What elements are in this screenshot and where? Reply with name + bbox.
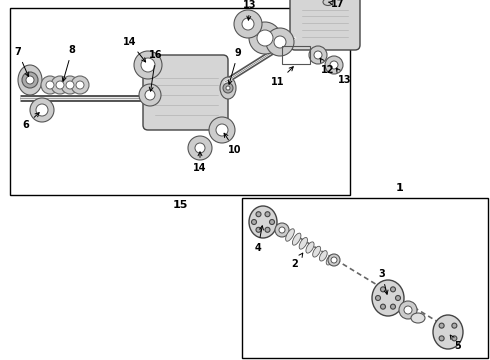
FancyBboxPatch shape (143, 55, 228, 130)
Ellipse shape (249, 206, 277, 238)
Circle shape (391, 287, 395, 292)
Circle shape (71, 76, 89, 94)
Circle shape (330, 61, 338, 69)
Text: 1: 1 (396, 183, 404, 193)
Text: 10: 10 (224, 133, 242, 155)
Text: 7: 7 (15, 47, 29, 76)
Ellipse shape (323, 0, 333, 5)
Circle shape (256, 227, 261, 232)
Circle shape (26, 76, 34, 84)
Text: 3: 3 (379, 269, 388, 294)
Circle shape (274, 36, 286, 48)
Text: 13: 13 (243, 0, 257, 20)
Circle shape (36, 104, 48, 116)
Circle shape (452, 336, 457, 341)
Bar (282, 46, 310, 64)
Circle shape (452, 323, 457, 328)
Circle shape (61, 76, 79, 94)
Circle shape (209, 117, 235, 143)
Ellipse shape (299, 238, 308, 249)
Circle shape (30, 98, 54, 122)
Circle shape (270, 220, 274, 225)
Circle shape (251, 220, 256, 225)
Ellipse shape (313, 246, 320, 257)
Circle shape (266, 28, 294, 56)
Text: 9: 9 (228, 48, 242, 84)
Circle shape (223, 83, 233, 93)
Text: 13: 13 (336, 68, 352, 85)
Circle shape (76, 81, 84, 89)
Circle shape (404, 306, 412, 314)
Circle shape (257, 30, 273, 46)
Text: 14: 14 (123, 37, 146, 62)
Circle shape (141, 58, 155, 72)
Circle shape (391, 304, 395, 309)
Text: 17: 17 (328, 0, 345, 9)
Ellipse shape (220, 77, 236, 99)
Circle shape (325, 56, 343, 74)
Circle shape (331, 257, 337, 263)
Ellipse shape (306, 242, 314, 253)
Circle shape (46, 81, 54, 89)
Circle shape (56, 81, 64, 89)
Circle shape (375, 296, 381, 301)
Text: 11: 11 (271, 67, 294, 87)
Circle shape (234, 10, 262, 38)
Circle shape (279, 227, 285, 233)
Text: 14: 14 (193, 152, 207, 173)
Circle shape (226, 86, 230, 90)
Text: 8: 8 (62, 45, 75, 81)
Circle shape (216, 124, 228, 136)
Circle shape (41, 76, 59, 94)
Ellipse shape (286, 229, 294, 241)
Circle shape (256, 212, 261, 217)
Circle shape (275, 223, 289, 237)
Bar (10, 8, 350, 195)
Circle shape (439, 323, 444, 328)
Text: 16: 16 (149, 50, 163, 91)
Circle shape (195, 143, 205, 153)
Circle shape (242, 18, 254, 30)
Circle shape (314, 51, 322, 59)
Circle shape (139, 84, 161, 106)
Bar (242, 198, 488, 358)
Circle shape (265, 227, 270, 232)
Ellipse shape (18, 65, 42, 95)
Text: 12: 12 (320, 58, 335, 75)
Circle shape (145, 90, 155, 100)
Ellipse shape (433, 315, 463, 349)
Circle shape (66, 81, 74, 89)
Text: 6: 6 (23, 113, 39, 130)
Text: 5: 5 (450, 335, 462, 351)
Text: 2: 2 (292, 253, 303, 269)
Circle shape (134, 51, 162, 79)
Circle shape (265, 212, 270, 217)
Circle shape (309, 46, 327, 64)
Circle shape (51, 76, 69, 94)
Ellipse shape (326, 255, 334, 265)
Circle shape (188, 136, 212, 160)
Ellipse shape (411, 313, 425, 323)
Text: 4: 4 (255, 226, 264, 253)
Circle shape (381, 304, 386, 309)
Circle shape (381, 287, 386, 292)
Ellipse shape (372, 280, 404, 316)
Ellipse shape (319, 251, 327, 261)
Text: 15: 15 (172, 200, 188, 210)
Circle shape (399, 301, 417, 319)
Circle shape (395, 296, 400, 301)
Circle shape (22, 72, 38, 88)
Circle shape (439, 336, 444, 341)
Circle shape (328, 254, 340, 266)
FancyBboxPatch shape (290, 0, 360, 50)
Circle shape (249, 22, 281, 54)
Ellipse shape (293, 233, 301, 245)
